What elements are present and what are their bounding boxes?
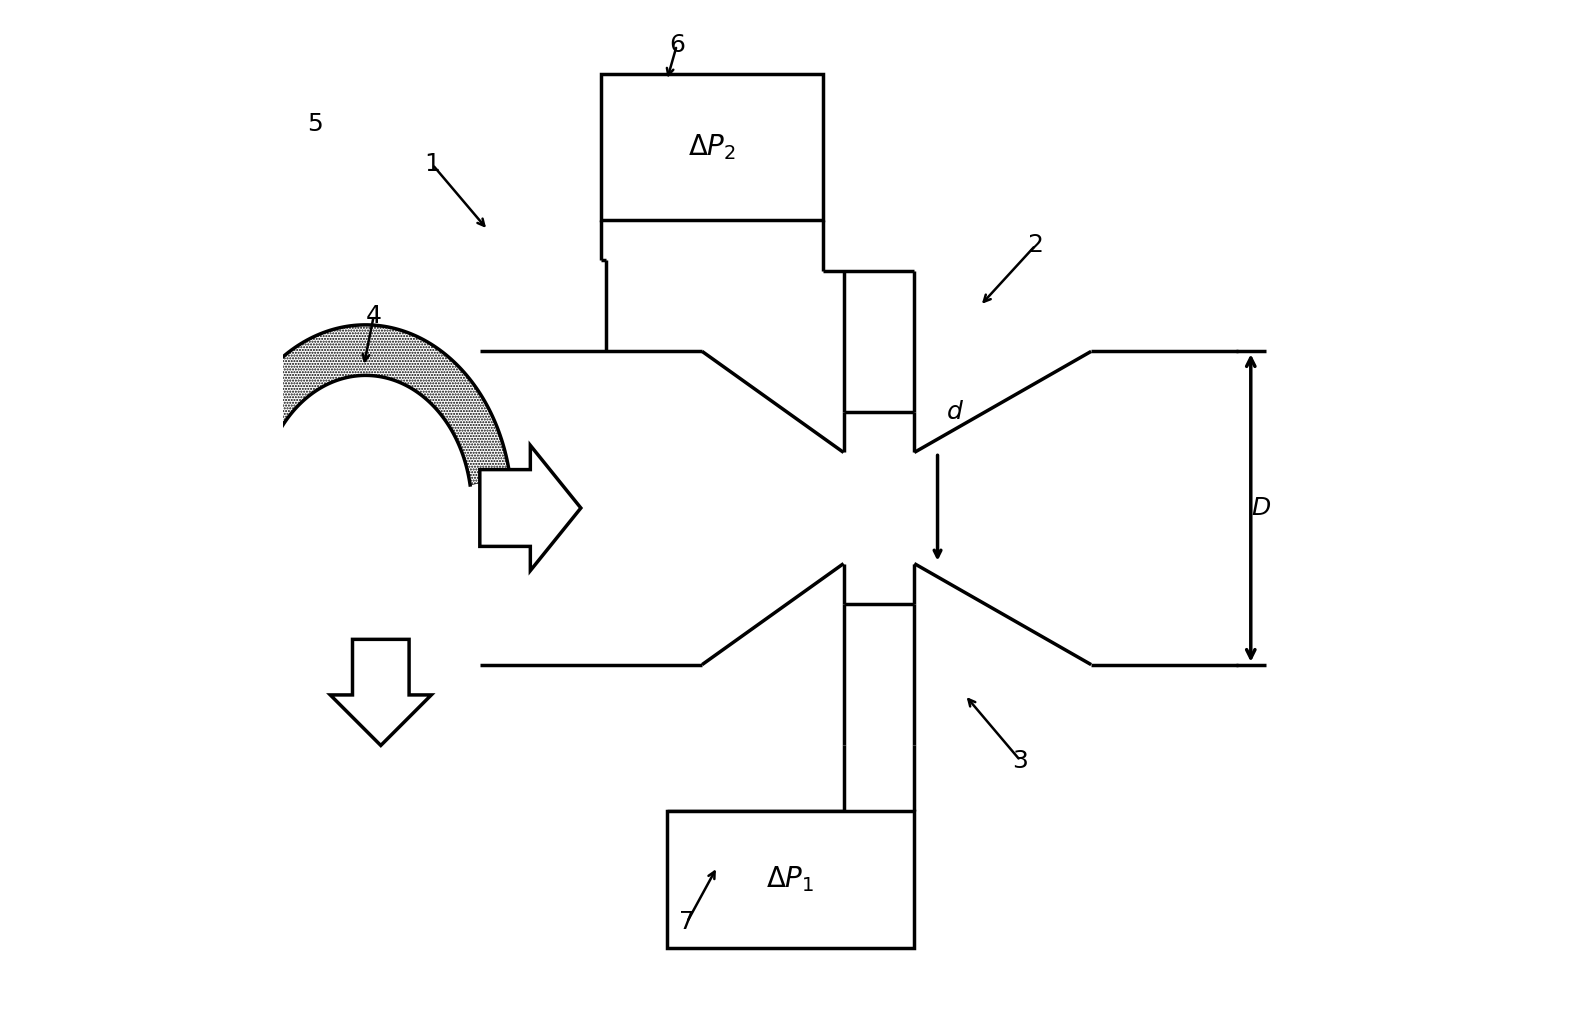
Text: 5: 5 — [307, 112, 323, 136]
Text: 7: 7 — [679, 910, 695, 935]
Text: D: D — [1251, 496, 1270, 520]
Text: 4: 4 — [366, 304, 381, 328]
Text: $\Delta P_2$: $\Delta P_2$ — [689, 132, 736, 162]
Polygon shape — [331, 639, 432, 746]
Polygon shape — [479, 445, 582, 571]
Text: 3: 3 — [1012, 749, 1028, 772]
Text: 2: 2 — [1028, 234, 1043, 257]
Text: d: d — [947, 400, 963, 424]
Bar — [667, 811, 914, 948]
Text: $\Delta P_1$: $\Delta P_1$ — [766, 865, 815, 894]
Text: 1: 1 — [424, 152, 440, 177]
Text: 6: 6 — [668, 34, 686, 57]
Bar — [600, 73, 823, 220]
